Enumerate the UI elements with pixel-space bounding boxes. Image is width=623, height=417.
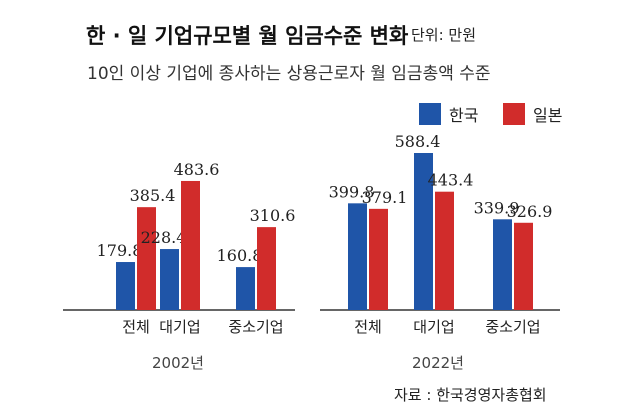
bar-2022년-중소기업-한국 xyxy=(493,219,512,310)
panel-label-1: 2002년 xyxy=(152,354,204,372)
category-label-전체: 전체 xyxy=(122,318,150,336)
bar-2002년-전체-한국 xyxy=(116,262,135,310)
data-label-2022년-전체-일본: 379.1 xyxy=(362,188,408,207)
bar-2022년-중소기업-일본 xyxy=(514,222,533,310)
legend-item-japan: 일본 xyxy=(503,102,562,126)
bar-2022년-전체-한국 xyxy=(348,203,367,310)
category-label-대기업: 대기업 xyxy=(159,318,200,336)
bar-2022년-대기업-일본 xyxy=(435,191,454,310)
bar-2002년-전체-일본 xyxy=(137,207,156,310)
bar-2002년-대기업-일본 xyxy=(181,180,200,310)
data-label-2022년-대기업-일본: 443.4 xyxy=(428,171,474,190)
category-label-중소기업: 중소기업 xyxy=(228,318,283,336)
data-label-2002년-중소기업-일본: 310.6 xyxy=(250,206,296,225)
legend-label-japan: 일본 xyxy=(533,106,563,125)
category-label-전체: 전체 xyxy=(354,318,382,336)
unit-label: 단위: 만원 xyxy=(411,26,477,44)
chart-subtitle: 10인 이상 기업에 종사하는 상용근로자 월 임금총액 수준 xyxy=(87,64,491,84)
data-label-2022년-대기업-한국: 588.4 xyxy=(395,132,441,151)
category-label-대기업: 대기업 xyxy=(413,318,454,336)
data-label-2022년-전체-한국: 399.8 xyxy=(329,182,375,201)
source-note: 자료 : 한국경영자총협회 xyxy=(394,386,547,404)
data-label-2002년-전체-한국: 179.8 xyxy=(97,241,143,260)
bar-2002년-중소기업-일본 xyxy=(257,227,276,310)
panel-label-2: 2022년 xyxy=(412,354,464,372)
bar-2002년-중소기업-한국 xyxy=(236,267,255,310)
legend-swatch-japan xyxy=(503,103,525,125)
bar-2022년-전체-일본 xyxy=(369,208,388,310)
bar-2002년-대기업-한국 xyxy=(160,249,179,310)
data-label-2002년-전체-일본: 385.4 xyxy=(130,186,176,205)
data-label-2022년-중소기업-한국: 339.9 xyxy=(474,198,520,217)
legend-swatch-korea xyxy=(419,103,441,125)
data-label-2002년-대기업-한국: 228.4 xyxy=(141,228,187,247)
data-label-2002년-대기업-일본: 483.6 xyxy=(174,160,220,179)
bar-2022년-대기업-한국 xyxy=(414,153,433,310)
category-label-중소기업: 중소기업 xyxy=(485,318,540,336)
data-label-2022년-중소기업-일본: 326.9 xyxy=(507,202,553,221)
legend-label-korea: 한국 xyxy=(449,106,479,125)
legend-item-korea: 한국 xyxy=(419,102,478,126)
data-label-2002년-중소기업-한국: 160.8 xyxy=(217,246,263,265)
chart-title: 한 · 일 기업규모별 월 임금수준 변화 xyxy=(86,24,409,48)
